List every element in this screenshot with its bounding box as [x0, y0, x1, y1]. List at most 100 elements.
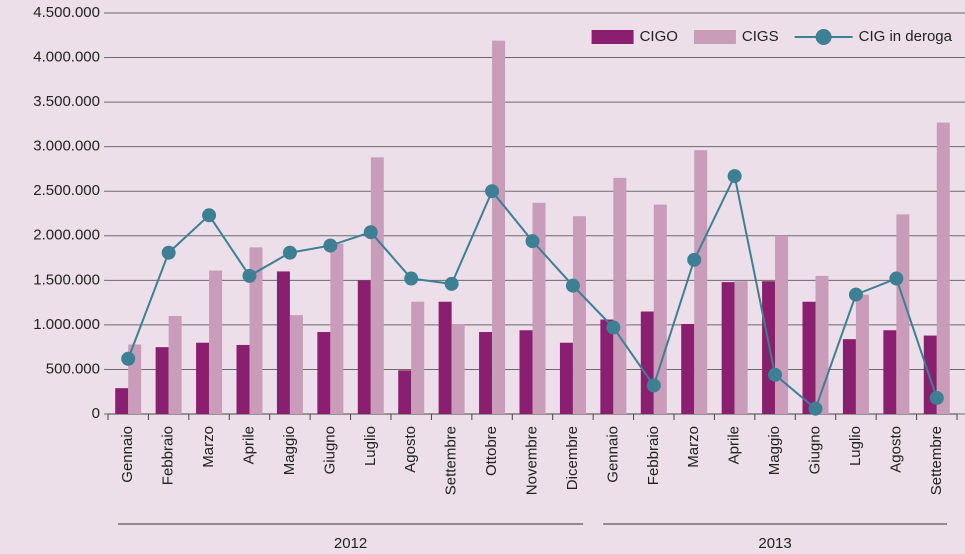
- bar: [236, 344, 250, 414]
- group-label: 2012: [334, 535, 367, 552]
- x-tick-label: Maggio: [766, 426, 783, 475]
- x-tick-label: Settembre: [928, 426, 945, 495]
- x-tick-label: Giugno: [321, 426, 338, 474]
- bar: [370, 157, 384, 415]
- bar: [721, 282, 735, 414]
- y-tick-label: 3.500.000: [33, 93, 100, 110]
- bar: [115, 388, 129, 414]
- marker: [363, 225, 378, 240]
- bar: [734, 281, 748, 414]
- marker: [202, 208, 217, 223]
- bar: [479, 332, 493, 414]
- bar: [559, 342, 573, 414]
- x-tick-label: Gennaio: [604, 426, 621, 483]
- y-tick-label: 0: [92, 405, 100, 422]
- x-tick-label: Gennaio: [119, 426, 136, 483]
- y-tick-label: 1.500.000: [33, 271, 100, 288]
- bar: [775, 235, 789, 414]
- x-tick-label: Agosto: [887, 426, 904, 473]
- x-tick-label: Maggio: [281, 426, 298, 475]
- x-tick-label: Febbraio: [645, 426, 662, 485]
- bar: [249, 247, 263, 414]
- bar: [398, 370, 412, 414]
- x-tick-label: Aprile: [726, 426, 743, 464]
- bar: [492, 40, 506, 414]
- x-tick-label: Ottobre: [483, 426, 500, 476]
- x-tick-label: Dicembre: [564, 426, 581, 490]
- bar: [613, 177, 627, 414]
- bar: [411, 301, 425, 414]
- bar: [842, 339, 856, 414]
- marker: [121, 351, 136, 366]
- legend-box: [585, 24, 958, 50]
- marker: [525, 234, 540, 249]
- marker: [808, 401, 823, 416]
- bar: [855, 294, 869, 414]
- marker: [485, 184, 500, 199]
- bar: [600, 319, 614, 414]
- marker: [889, 271, 904, 286]
- bar: [653, 204, 667, 414]
- x-tick-label: Aprile: [240, 426, 257, 464]
- marker: [848, 287, 863, 302]
- marker: [929, 390, 944, 405]
- bar: [694, 150, 708, 414]
- legend-swatch: [693, 30, 736, 44]
- x-tick-label: Novembre: [523, 426, 540, 495]
- bar: [196, 342, 210, 414]
- bar: [330, 243, 344, 414]
- y-tick-label: 2.500.000: [33, 182, 100, 199]
- x-tick-label: Giugno: [806, 426, 823, 474]
- bar: [155, 347, 169, 414]
- marker: [444, 276, 459, 291]
- marker: [565, 278, 580, 293]
- marker: [323, 238, 338, 253]
- x-tick-label: Marzo: [200, 426, 217, 468]
- bar: [357, 280, 371, 414]
- bar: [289, 315, 303, 414]
- bar: [438, 301, 452, 414]
- legend-label: CIGS: [742, 28, 779, 45]
- marker: [606, 320, 621, 335]
- y-tick-label: 3.000.000: [33, 138, 100, 155]
- y-tick-label: 1.000.000: [33, 316, 100, 333]
- x-tick-label: Febbraio: [160, 426, 177, 485]
- legend-swatch: [815, 29, 832, 45]
- marker: [404, 271, 419, 286]
- marker: [768, 367, 783, 382]
- marker: [646, 378, 661, 393]
- group-label: 2013: [758, 535, 791, 552]
- legend-swatch: [591, 30, 634, 44]
- bar: [802, 301, 816, 414]
- bar: [883, 330, 897, 414]
- bar: [896, 214, 910, 414]
- bar: [451, 323, 465, 414]
- y-tick-label: 4.000.000: [33, 49, 100, 66]
- x-tick-label: Marzo: [685, 426, 702, 468]
- y-tick-label: 500.000: [46, 360, 100, 377]
- bar: [532, 202, 546, 414]
- legend-label: CIG in deroga: [859, 28, 953, 45]
- marker: [161, 245, 176, 260]
- bar: [936, 122, 950, 415]
- bar: [317, 332, 331, 414]
- legend-label: CIGO: [640, 28, 678, 45]
- bar: [519, 330, 533, 414]
- bar: [572, 216, 586, 414]
- bar: [681, 323, 695, 414]
- marker: [727, 169, 742, 184]
- y-tick-label: 4.500.000: [33, 4, 100, 21]
- x-tick-label: Settembre: [443, 426, 460, 495]
- marker: [242, 268, 257, 283]
- marker: [282, 245, 297, 260]
- x-tick-label: Agosto: [402, 426, 419, 473]
- x-tick-label: Luglio: [847, 426, 864, 466]
- bar: [640, 311, 654, 414]
- y-tick-label: 2.000.000: [33, 227, 100, 244]
- x-tick-label: Luglio: [362, 426, 379, 466]
- bar: [168, 315, 182, 414]
- marker: [687, 252, 702, 267]
- bar: [276, 271, 290, 414]
- bar: [209, 270, 223, 414]
